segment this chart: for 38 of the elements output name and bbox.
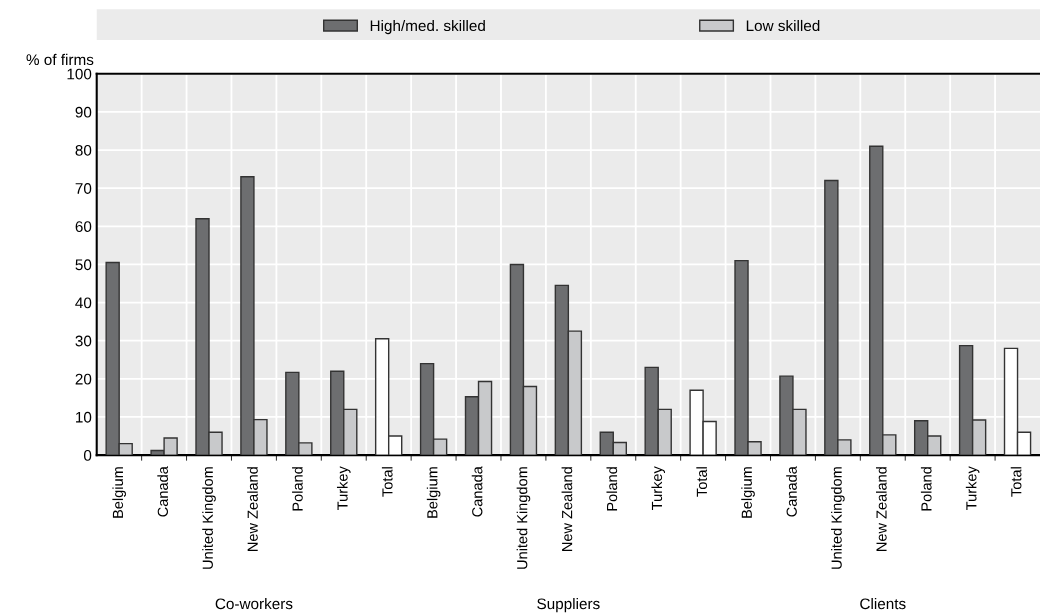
y-tick-label: 40 <box>75 297 92 309</box>
x-tick-label: Total <box>381 467 393 497</box>
text: Suppliers <box>537 597 600 613</box>
x-tick-label: Poland <box>606 467 618 511</box>
y-tick-label: 20 <box>75 373 92 385</box>
x-tick-label: Belgium <box>741 467 755 518</box>
x-tick-label: United Kingdom <box>516 467 531 569</box>
y-tick-label: 0 <box>83 449 92 461</box>
x-tick-label: New Zealand <box>561 467 573 551</box>
x-tick-label: Belgium <box>426 467 441 518</box>
x-tick-label: United Kingdom <box>831 467 845 569</box>
y-tick-label: 50 <box>75 259 92 271</box>
y-tick-label: 70 <box>75 183 92 194</box>
y-tick-label: 60 <box>75 221 92 233</box>
y-tick-label: 80 <box>75 144 92 156</box>
x-tick-label: New Zealand <box>247 467 258 551</box>
y-tick-label: 100 <box>67 68 92 80</box>
x-tick-label: Canada <box>157 466 169 517</box>
y-tick-label: 10 <box>76 411 92 423</box>
text: Clients <box>860 597 906 610</box>
y-tick-label: 30 <box>75 335 92 347</box>
x-tick-label: New Zealand <box>875 467 887 551</box>
x-tick-label: United Kingdom <box>202 467 216 569</box>
x-tick-label: Canada <box>786 466 797 517</box>
x-tick-label: Turkey <box>336 466 351 510</box>
legend-label: High/med. skilled <box>370 19 485 35</box>
x-tick-label: Canada <box>471 466 483 517</box>
x-tick-label: Poland <box>920 467 932 511</box>
text: Co-workers <box>215 597 293 610</box>
x-tick-label: Total <box>696 467 708 497</box>
x-tick-label: Total <box>1010 467 1022 497</box>
y-tick-label: 90 <box>75 106 92 118</box>
y-axis-title: % of firms <box>26 53 94 66</box>
x-tick-label: Poland <box>292 467 303 511</box>
x-tick-label: Turkey <box>965 466 980 510</box>
x-tick-label: Turkey <box>651 466 665 510</box>
legend-label: Low skilled <box>746 19 820 32</box>
x-tick-label: Belgium <box>112 467 126 518</box>
